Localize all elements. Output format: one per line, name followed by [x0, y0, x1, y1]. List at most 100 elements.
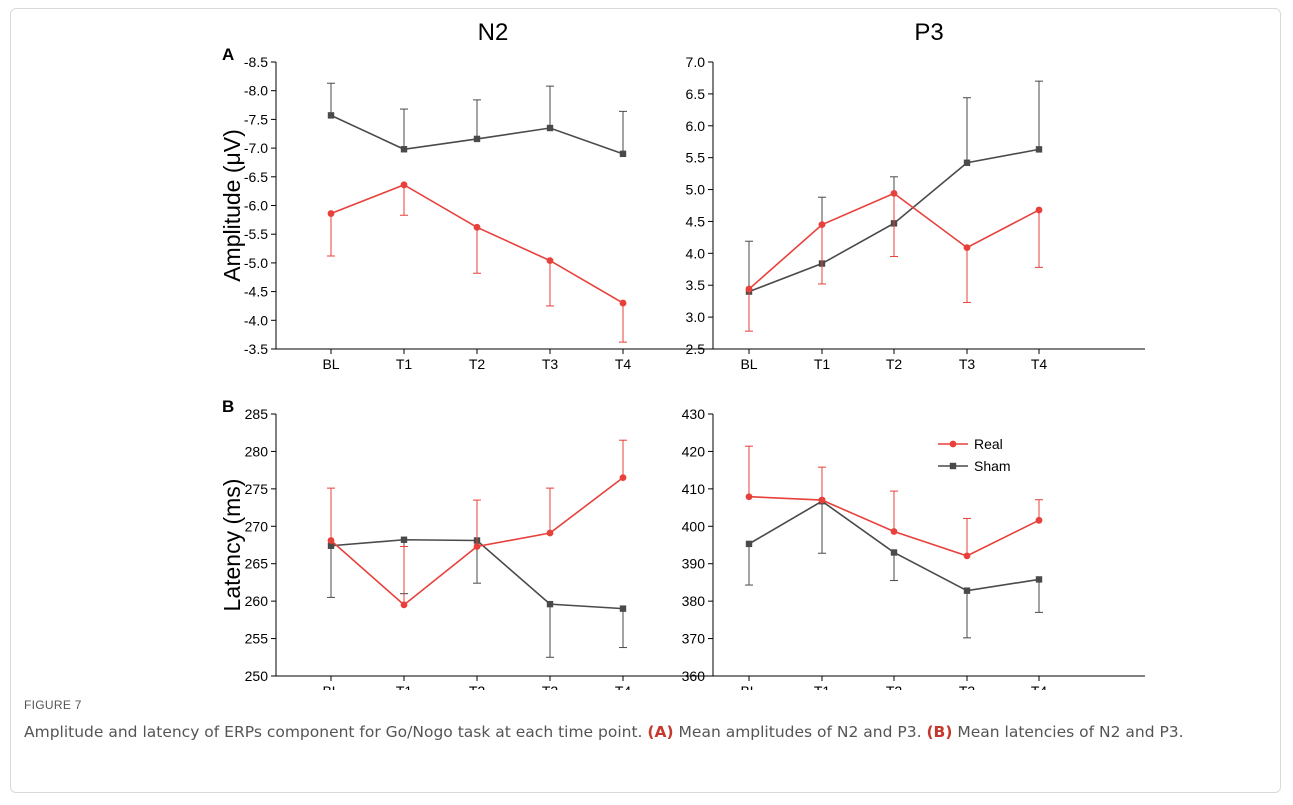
- y-tick-label: -6.0: [244, 198, 268, 214]
- data-point: [619, 150, 627, 158]
- y-tick-label: -4.5: [244, 284, 268, 300]
- figure-frame: [10, 8, 1281, 793]
- data-point: [327, 542, 335, 549]
- chart-lat-p3: 360 370 380 390 400 410 420 430 BL T1 T2 T3 T4 Real Sh…: [682, 406, 1145, 690]
- x-tick-label: T2: [469, 356, 486, 372]
- data-point: [1035, 576, 1043, 583]
- chart-title: P3: [914, 19, 943, 46]
- y-tick-label: 4.5: [686, 213, 706, 229]
- y-tick-label: -4.0: [244, 312, 268, 328]
- data-point: [890, 549, 898, 556]
- series-sham: [745, 498, 1043, 639]
- series-sham: [745, 80, 1043, 295]
- data-point: [619, 474, 627, 482]
- series-real: [745, 445, 1043, 560]
- data-point: [400, 601, 408, 609]
- y-tick-label: 380: [682, 593, 706, 609]
- data-point: [963, 552, 971, 560]
- y-tick-label: 4.0: [686, 245, 706, 261]
- y-tick-label: -3.5: [244, 341, 268, 357]
- y-tick-label: 285: [245, 406, 269, 422]
- data-point: [619, 605, 627, 612]
- data-point: [546, 257, 554, 265]
- data-point: [1035, 206, 1043, 214]
- data-point: [745, 540, 753, 548]
- data-point: [473, 135, 481, 143]
- data-point: [546, 600, 554, 608]
- x-tick-label: T4: [615, 683, 632, 690]
- caption-b-label: (B): [926, 723, 953, 741]
- chart-amp-n2: -3.5 -4.0 -4.5 -5.0 -5.5 -6.0 -6.5 -7.0 -7.5 -8.0…: [219, 19, 710, 372]
- caption-a-label: (A): [647, 723, 674, 741]
- chart-lat-n2: 250 255 260 265 270 275 280 285 BL T1 T2 T3 T4 B Laten…: [219, 397, 710, 690]
- y-tick-label: 370: [682, 631, 706, 647]
- data-point: [818, 496, 826, 504]
- y-tick-label: -5.5: [244, 226, 268, 242]
- caption-b-text: Mean latencies of N2 and P3.: [957, 723, 1184, 741]
- series-real: [327, 181, 627, 343]
- legend-marker: [949, 440, 957, 448]
- caption-a-text: Mean amplitudes of N2 and P3.: [678, 723, 922, 741]
- y-tick-label: 5.0: [686, 182, 706, 198]
- legend-label: Real: [974, 436, 1003, 452]
- panel-letter: B: [222, 397, 234, 416]
- legend-label: Sham: [974, 458, 1011, 474]
- chart-amp-p3: 2.5 3.0 3.5 4.0 4.5 5.0 5.5 6.0 6.5 7.0 BL T1 T2 T3 T4…: [686, 19, 1145, 372]
- x-tick-label: T2: [886, 683, 903, 690]
- x-tick-label: T3: [959, 683, 976, 690]
- data-point: [745, 285, 753, 293]
- data-point: [473, 543, 481, 550]
- y-tick-label: 3.0: [686, 309, 706, 325]
- y-tick-label: 420: [682, 443, 706, 459]
- data-point: [473, 223, 481, 231]
- x-tick-label: BL: [322, 683, 339, 690]
- data-point: [327, 112, 335, 119]
- x-tick-label: T3: [542, 683, 559, 690]
- y-tick-label: 260: [245, 593, 269, 609]
- data-point: [963, 159, 971, 166]
- data-point: [400, 181, 408, 189]
- data-point: [890, 528, 898, 535]
- x-tick-label: BL: [740, 356, 757, 372]
- x-tick-label: T1: [396, 683, 413, 690]
- y-tick-label: 6.5: [686, 86, 706, 102]
- chart-title: N2: [478, 19, 509, 46]
- figure-charts: -3.5 -4.0 -4.5 -5.0 -5.5 -6.0 -6.5 -7.0 -7.5 -8.0…: [219, 19, 1145, 690]
- x-tick-label: BL: [740, 683, 757, 690]
- y-tick-label: -6.5: [244, 169, 268, 185]
- y-tick-label: 265: [245, 556, 269, 572]
- data-point: [963, 587, 971, 594]
- y-tick-label: 7.0: [686, 54, 706, 70]
- data-point: [963, 244, 971, 251]
- figure-label: FIGURE 7: [24, 698, 82, 712]
- series-sham: [327, 82, 627, 158]
- y-tick-label: 400: [682, 518, 706, 534]
- y-tick-label: -7.5: [244, 111, 268, 127]
- x-tick-label: BL: [322, 356, 339, 372]
- x-tick-label: T2: [469, 683, 486, 690]
- data-point: [400, 146, 408, 153]
- data-point: [400, 536, 408, 543]
- y-tick-label: 6.0: [686, 118, 706, 134]
- y-tick-label: 2.5: [686, 341, 706, 357]
- y-tick-label: 270: [245, 518, 269, 534]
- y-tick-label: -5.0: [244, 255, 268, 271]
- y-tick-label: -7.0: [244, 140, 268, 156]
- x-tick-label: T3: [542, 356, 559, 372]
- y-tick-label: 280: [245, 443, 269, 459]
- y-tick-label: 275: [245, 481, 269, 497]
- data-point: [327, 210, 335, 217]
- data-point: [546, 529, 554, 537]
- data-point: [619, 299, 627, 307]
- series-real: [745, 189, 1043, 332]
- y-tick-label: -8.0: [244, 83, 268, 99]
- figure-caption: Amplitude and latency of ERPs component …: [24, 721, 1264, 743]
- x-tick-label: T2: [886, 356, 903, 372]
- series-real: [327, 439, 627, 609]
- y-tick-label: 410: [682, 481, 706, 497]
- data-point: [818, 221, 826, 229]
- legend: Real Sham: [938, 436, 1011, 474]
- x-tick-label: T4: [1031, 356, 1048, 372]
- y-tick-label: 360: [682, 668, 706, 684]
- y-tick-label: 3.5: [686, 277, 706, 293]
